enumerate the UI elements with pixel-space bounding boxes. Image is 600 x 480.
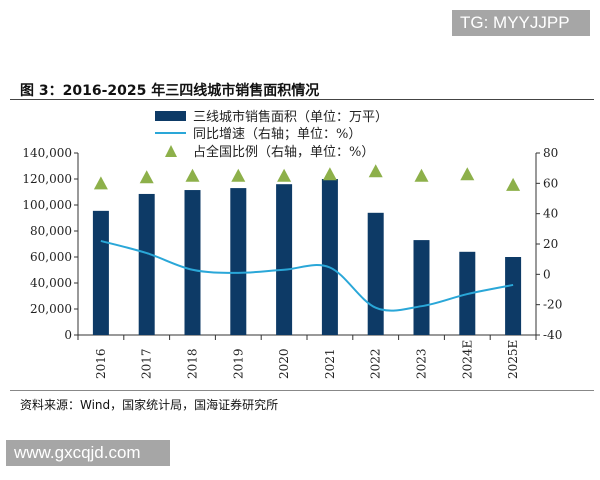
x-tick-label: 2022: [369, 348, 383, 379]
left-tick-label: 60,000: [30, 250, 72, 264]
legend-label-line: 同比增速（右轴；单位：%）: [193, 127, 361, 142]
share-marker-2021: [322, 167, 337, 181]
legend-label-triangle: 占全国比例（右轴，单位：%）: [193, 144, 374, 160]
share-marker-2020: [277, 168, 292, 182]
bar-2017: [138, 193, 155, 335]
title-divider: [10, 99, 594, 100]
x-tick-label: 2025E: [506, 340, 520, 379]
source-divider: [10, 390, 594, 391]
share-marker-2022: [368, 164, 383, 178]
share-marker-2024E: [460, 167, 475, 181]
x-tick-label: 2021: [323, 348, 337, 379]
left-tick-label: 40,000: [30, 276, 72, 290]
legend-label-bar: 三线城市销售面积（单位：万平）: [193, 109, 388, 125]
watermark-top: TG: MYYJJPP: [452, 10, 590, 36]
bar-2022: [367, 212, 384, 335]
chart-title: 图 3：2016-2025 年三四线城市销售面积情况: [20, 83, 320, 99]
x-tick-label: 2020: [277, 348, 291, 379]
right-tick-label: 40: [543, 207, 558, 221]
bar-2018: [184, 190, 201, 335]
bar-2019: [230, 188, 247, 335]
right-tick-label: 0: [543, 267, 551, 281]
share-marker-2016: [93, 176, 108, 190]
right-tick-label: -20: [543, 298, 562, 312]
bar-2025E: [505, 257, 522, 335]
left-tick-label: 100,000: [22, 198, 72, 212]
share-marker-2019: [231, 168, 246, 182]
right-tick-label: 20: [543, 237, 558, 251]
chart: 0 20,000 40,000 60,000 80,000 100,000 120,000 1…: [22, 109, 562, 379]
right-tick-label: 80: [543, 146, 558, 160]
x-tick-label: 2023: [415, 348, 429, 379]
share-marker-2025E: [506, 177, 521, 191]
legend-swatch-bar: [155, 111, 186, 121]
bar-2020: [276, 184, 293, 335]
left-tick-label: 0: [64, 328, 72, 342]
x-tick-label: 2024E: [460, 340, 474, 379]
x-tick-label: 2018: [186, 348, 200, 379]
x-tick-label: 2019: [231, 348, 245, 379]
share-marker-2018: [185, 168, 200, 182]
right-tick-label: -40: [543, 328, 562, 342]
x-tick-label: 2016: [94, 348, 108, 379]
right-tick-label: 60: [543, 176, 558, 190]
bar-2016: [92, 210, 109, 335]
left-tick-label: 140,000: [22, 146, 72, 160]
left-tick-label: 20,000: [30, 302, 72, 316]
legend-swatch-triangle: [165, 145, 177, 157]
x-tick-label: 2017: [140, 348, 154, 379]
left-tick-label: 80,000: [30, 224, 72, 238]
source-note: 资料来源：Wind，国家统计局，国海证券研究所: [20, 398, 279, 412]
yoy-growth-line: [100, 240, 514, 312]
share-marker-2017: [139, 170, 154, 184]
bar-2021: [321, 179, 338, 335]
left-tick-label: 120,000: [22, 172, 72, 186]
bar-2023: [413, 240, 430, 335]
watermark-bottom: www.gxcqjd.com: [6, 440, 170, 466]
share-marker-2023: [414, 168, 429, 182]
